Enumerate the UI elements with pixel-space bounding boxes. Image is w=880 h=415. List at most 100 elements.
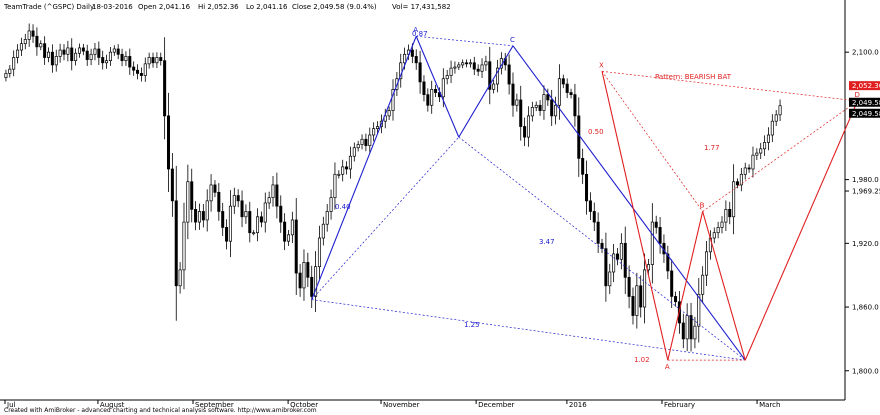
candle-body — [298, 272, 302, 289]
candle-body — [376, 126, 380, 129]
candle-body — [550, 99, 554, 117]
candle-body — [484, 61, 488, 66]
candle-body — [399, 62, 403, 80]
candle-body — [418, 62, 422, 83]
candle-body — [445, 75, 449, 80]
candle-body — [410, 49, 414, 57]
candle-body — [77, 47, 81, 54]
candle-body — [530, 107, 534, 117]
candle-body — [612, 253, 616, 273]
candle-body — [538, 104, 542, 111]
bullish-xd-line — [311, 299, 746, 361]
y-tick-label: 1,980.0 — [852, 176, 879, 184]
bearish-harmonic-pattern: X A B D 0.50 1.77 1.02 Pattern: BEARISH BAT — [588, 61, 860, 371]
candle-body — [403, 53, 407, 64]
candle-body — [271, 184, 275, 199]
candle-body — [128, 56, 132, 68]
candle-body — [4, 73, 8, 79]
candle-body — [623, 242, 627, 278]
bearish-retrace-line — [601, 71, 703, 212]
header-lo: Lo 2,041.16 — [246, 3, 288, 11]
candle-body — [577, 115, 581, 159]
candle-body — [85, 50, 89, 60]
candle-body — [263, 202, 267, 223]
candle-body — [561, 78, 565, 85]
candle-body — [170, 168, 174, 202]
bullish-point-label: A — [413, 26, 418, 34]
candle-body — [221, 211, 225, 228]
price-markers: 2,052.36 2,049.58 2,049.58 — [849, 81, 880, 118]
candle-body — [724, 208, 728, 223]
candle-body — [16, 49, 20, 58]
candle-body — [635, 285, 639, 316]
x-tick-label: Jul — [6, 401, 16, 409]
candle-body — [174, 200, 178, 287]
header-close: Close 2,049.58 (9.0.4%) — [292, 3, 377, 11]
candle-body — [650, 221, 654, 265]
candle-body — [739, 173, 743, 186]
candle-body — [468, 62, 472, 65]
bullish-retrace-line — [458, 136, 746, 361]
candle-body — [256, 216, 260, 234]
candle-body — [507, 64, 511, 85]
candle-body — [701, 274, 705, 295]
candle-body — [778, 105, 782, 116]
header-symbol: TeamTrade (^GSPC) Daily — [3, 3, 94, 11]
candle-body — [615, 253, 620, 260]
candle-body — [596, 221, 600, 244]
x-tick-label: September — [195, 401, 234, 409]
candle-body — [333, 173, 337, 199]
candle-body — [523, 126, 527, 138]
candle-body — [31, 30, 35, 37]
candle-body — [743, 167, 747, 175]
candle-body — [705, 251, 709, 276]
candle-body — [658, 227, 662, 244]
candle-body — [302, 262, 306, 289]
bullish-point-label: C — [510, 36, 515, 44]
candle-body — [557, 78, 561, 106]
candle-body — [341, 166, 345, 175]
x-axis: Jul August September October November Decembe… — [4, 400, 780, 409]
bullish-harmonic-pattern: A C 0.87 0.40 3.47 1.25 — [311, 26, 746, 361]
candle-body — [267, 197, 271, 204]
candle-body — [480, 64, 484, 72]
candle-body — [8, 68, 12, 74]
candle-body — [225, 227, 229, 242]
candle-body — [329, 197, 333, 212]
candle-body — [759, 148, 763, 154]
candle-body — [685, 315, 689, 340]
candle-body — [321, 223, 325, 239]
price-marker-label: 2,049.58 — [852, 99, 880, 107]
bullish-leg — [415, 36, 460, 138]
candle-body — [360, 138, 364, 145]
candle-body — [139, 73, 143, 76]
candle-body — [697, 293, 701, 327]
candle-body — [674, 296, 678, 303]
bearish-leg — [601, 71, 669, 361]
candle-body — [608, 271, 612, 287]
bullish-ratio-label: 3.47 — [539, 238, 555, 246]
candle-body — [592, 211, 596, 223]
bullish-leg — [311, 36, 417, 300]
header-hi: Hi 2,052.36 — [198, 3, 239, 11]
candle-body — [62, 49, 66, 55]
candle-body — [712, 232, 716, 239]
candle-body — [159, 57, 163, 62]
price-marker-box — [849, 97, 880, 107]
candle-body — [116, 48, 120, 55]
price-marker-box — [849, 108, 880, 118]
candle-body — [252, 232, 256, 235]
candle-body — [205, 200, 209, 221]
bearish-ratio-label: 0.50 — [588, 128, 604, 136]
candle-body — [337, 173, 341, 176]
candle-body — [279, 205, 283, 223]
candle-body — [728, 208, 732, 218]
bullish-leg — [512, 45, 746, 361]
candle-body — [108, 51, 112, 62]
candle-body — [236, 195, 240, 202]
candle-body — [112, 48, 116, 53]
header-volume: Vol= 17,431,582 — [392, 3, 451, 11]
candle-body — [105, 60, 109, 64]
candle-body — [310, 276, 314, 297]
candle-body — [720, 221, 724, 228]
